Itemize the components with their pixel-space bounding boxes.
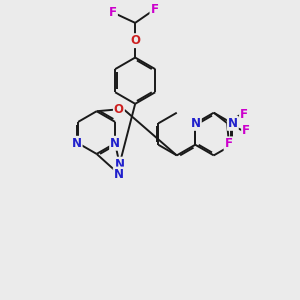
Text: N: N <box>228 117 238 130</box>
Text: F: F <box>109 6 117 19</box>
Text: N: N <box>110 137 120 150</box>
Text: N: N <box>114 167 124 181</box>
Text: O: O <box>114 103 124 116</box>
Text: F: F <box>225 137 232 150</box>
Text: F: F <box>240 108 248 121</box>
Text: N: N <box>115 158 124 171</box>
Text: N: N <box>191 117 201 130</box>
Text: F: F <box>150 3 158 16</box>
Text: N: N <box>72 137 82 150</box>
Text: F: F <box>242 124 250 137</box>
Text: O: O <box>130 34 140 47</box>
